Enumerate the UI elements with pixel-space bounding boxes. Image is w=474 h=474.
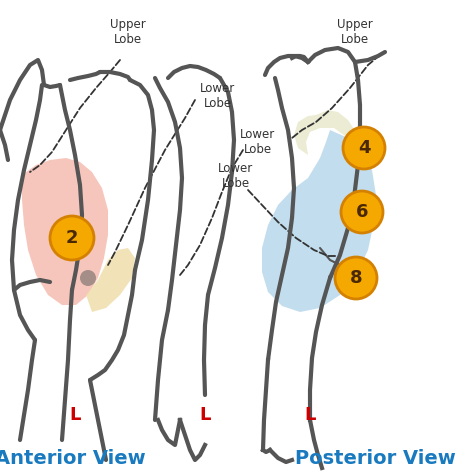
Text: 6: 6: [356, 203, 368, 221]
Text: 4: 4: [358, 139, 370, 157]
Text: Lower
Lobe: Lower Lobe: [219, 162, 254, 190]
Text: Posterior View: Posterior View: [295, 449, 456, 468]
Text: Lower
Lobe: Lower Lobe: [240, 128, 275, 156]
Circle shape: [80, 270, 96, 286]
Circle shape: [341, 191, 383, 233]
Polygon shape: [294, 110, 358, 155]
Text: 8: 8: [350, 269, 362, 287]
Text: Anterior View: Anterior View: [0, 449, 146, 468]
Text: L: L: [69, 406, 81, 424]
Circle shape: [335, 257, 377, 299]
Text: L: L: [304, 406, 316, 424]
Text: Upper
Lobe: Upper Lobe: [110, 18, 146, 46]
Text: Upper
Lobe: Upper Lobe: [337, 18, 373, 46]
Text: 2: 2: [66, 229, 78, 247]
Polygon shape: [22, 158, 108, 305]
Circle shape: [50, 216, 94, 260]
Text: Lower
Lobe: Lower Lobe: [201, 82, 236, 110]
Polygon shape: [86, 248, 135, 312]
Polygon shape: [262, 130, 376, 312]
Circle shape: [343, 127, 385, 169]
Text: L: L: [199, 406, 210, 424]
